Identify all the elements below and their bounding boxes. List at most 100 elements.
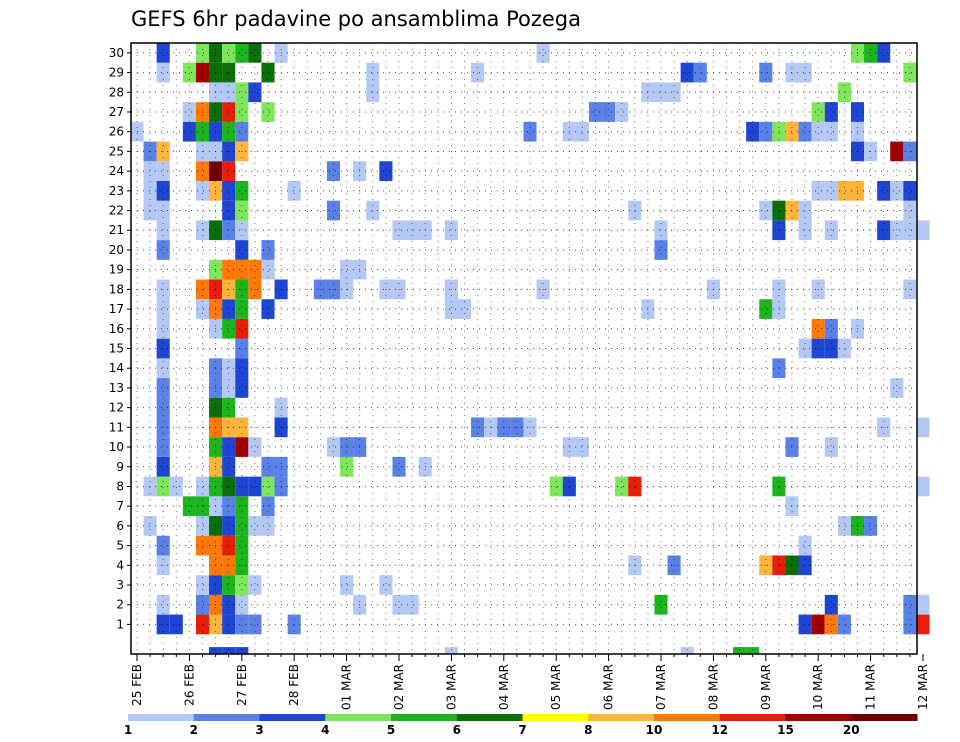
y-tick-label: 2 (116, 598, 124, 612)
heatmap-cell (169, 614, 183, 635)
chart-title: GEFS 6hr padavine po ansamblima Pozega (131, 7, 581, 31)
heatmap-cell (156, 338, 170, 359)
x-tick-label: 12 MAR (916, 664, 930, 710)
legend-label: 20 (843, 723, 860, 737)
y-tick-label: 30 (109, 46, 124, 60)
heatmap-cell (811, 102, 825, 122)
heatmap-cell (392, 220, 406, 241)
heatmap-cell (824, 121, 838, 142)
heatmap-cell (248, 476, 262, 497)
heatmap-cell (222, 496, 236, 517)
x-tick-label: 09 MAR (759, 664, 773, 710)
heatmap-cell (811, 338, 825, 359)
heatmap-cell (195, 161, 210, 181)
heatmap-cell (235, 378, 249, 398)
heatmap-cell (772, 220, 786, 241)
heatmap-cell (759, 299, 773, 319)
heatmap-cell (143, 200, 157, 221)
heatmap-cell (235, 121, 249, 142)
y-tick-label: 5 (116, 539, 124, 553)
heatmap-cell (209, 647, 223, 654)
heatmap-cell (235, 476, 249, 497)
y-tick-label: 6 (116, 519, 124, 533)
heatmap-cell (759, 62, 773, 83)
heatmap-cell (916, 220, 930, 241)
heatmap-cell (549, 476, 563, 497)
heatmap-cell (248, 614, 262, 635)
legend-label: 2 (190, 723, 198, 737)
heatmap-cell (693, 62, 707, 83)
heatmap-cell (864, 516, 878, 536)
heatmap-cell (222, 614, 236, 635)
grid-lines (131, 43, 917, 654)
heatmap-cell (340, 456, 354, 477)
x-tick-label: 01 MAR (340, 664, 354, 710)
heatmap-cell (222, 594, 236, 615)
heatmap-cell (798, 200, 812, 221)
heatmap-cell (156, 240, 170, 260)
legend-label: 7 (518, 723, 526, 737)
heatmap-cell (156, 437, 170, 457)
heatmap-cell (326, 437, 341, 457)
heatmap-cell (156, 318, 170, 339)
heatmap-cell (379, 161, 393, 181)
heatmap-cell (746, 647, 760, 654)
legend-swatch (588, 714, 655, 721)
legend-label: 8 (584, 723, 592, 737)
heatmap-cell (628, 200, 642, 221)
heatmap-cell (392, 456, 406, 477)
heatmap-cell (182, 496, 196, 517)
heatmap-cell (811, 121, 825, 142)
heatmap-cell (222, 397, 236, 418)
heatmap-cell (235, 594, 249, 615)
legend-swatch (193, 714, 260, 721)
heatmap-cell (195, 575, 210, 595)
heatmap-cell (798, 220, 812, 241)
heatmap-cell (837, 82, 851, 103)
legend-label: 6 (453, 723, 461, 737)
y-tick-label: 11 (109, 420, 124, 434)
heatmap-cell (222, 516, 236, 536)
heatmap-cell (156, 62, 170, 83)
heatmap-cell (235, 535, 249, 556)
heatmap-cell (222, 299, 236, 319)
heatmap-cell (235, 102, 249, 122)
heatmap-cell (156, 200, 170, 221)
y-tick-label: 14 (109, 361, 124, 375)
heatmap-cell (811, 318, 825, 339)
heatmap-cell (235, 180, 249, 201)
heatmap-cell (340, 575, 354, 595)
heatmap-cell (575, 437, 589, 457)
heatmap-cell (222, 161, 236, 181)
heatmap-cell (195, 614, 210, 635)
heatmap-cell (628, 476, 642, 497)
y-tick-label: 22 (109, 204, 124, 218)
heatmap-cell (824, 338, 838, 359)
heatmap-cell (759, 121, 773, 142)
heatmap-cell (824, 102, 838, 122)
x-tick-label: 08 MAR (706, 664, 720, 710)
heatmap-cell (195, 62, 210, 83)
heatmap-cell (772, 299, 786, 319)
heatmap-cell (261, 240, 275, 260)
heatmap-cell (222, 647, 236, 654)
heatmap-cell (798, 62, 812, 83)
heatmap-cell (195, 496, 210, 517)
heatmap-cell (156, 358, 170, 379)
heatmap-cell (261, 259, 275, 280)
heatmap-cell (261, 516, 275, 536)
heatmap-cell (824, 318, 838, 339)
heatmap-cell (222, 259, 236, 280)
heatmap-cell (798, 121, 812, 142)
heatmap-cell (903, 614, 917, 635)
heatmap-cell (903, 180, 917, 201)
heatmap-cell (156, 220, 170, 241)
heatmap-cell (182, 121, 196, 142)
heatmap-cell (235, 43, 249, 63)
heatmap-cell (222, 121, 236, 142)
legend-swatch (851, 714, 918, 721)
heatmap-cell (222, 535, 236, 556)
heatmap-cell (444, 220, 458, 241)
heatmap-cell (340, 437, 354, 457)
